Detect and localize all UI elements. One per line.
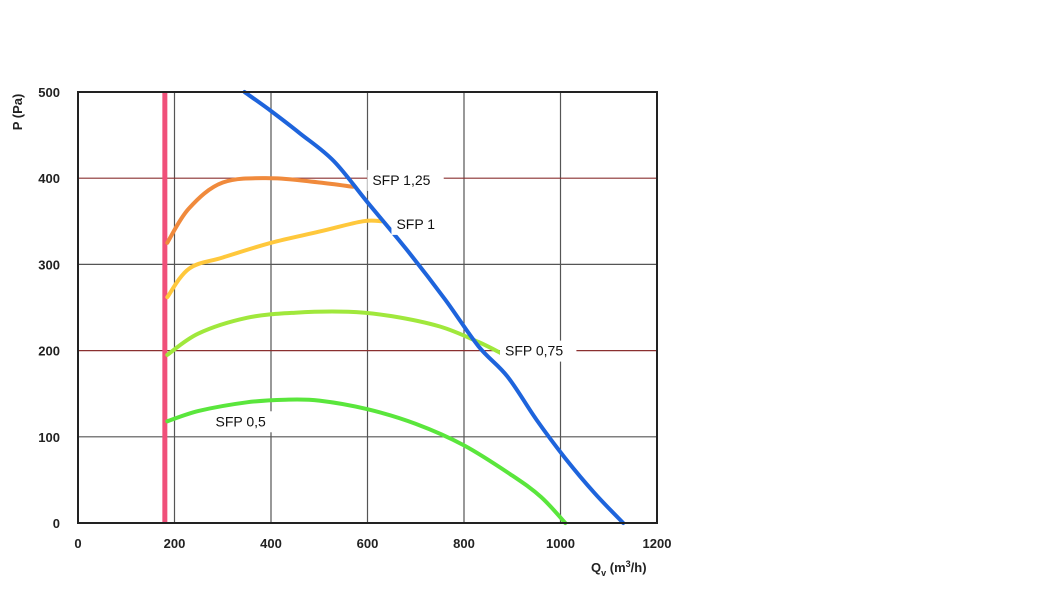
x-tick-label: 400 [260,536,282,551]
curve-labels: SFP 1,25 SFP 1 SFP 0,75 SFP 0,5 [216,172,564,429]
y-tick-label: 300 [38,257,60,272]
x-tick-label: 800 [453,536,475,551]
series-sfp-1-line [165,218,384,300]
plot-frame [77,91,658,524]
curve-label: SFP 1,25 [372,172,430,188]
y-tick-label: 100 [38,430,60,445]
x-tick-label: 0 [74,536,81,551]
x-tick-label: 1200 [643,536,672,551]
curve-label-background [391,213,445,235]
x-axis-title-unit-end: /h) [631,560,647,575]
curve-label-background [210,411,280,433]
series-sfp-1-25-line [165,176,355,245]
y-tick-label: 200 [38,344,60,359]
curve-label: SFP 0,5 [216,413,267,429]
x-axis-title: Qv (m3/h) [591,559,647,578]
y-tick-label: 0 [53,516,60,531]
x-tick-label: 600 [357,536,379,551]
curve-label-background [367,169,444,191]
series-sfp-0-75-line [165,309,505,357]
plot-border [77,91,658,524]
y-tick-label: 400 [38,171,60,186]
y-axis-title: P (Pa) [10,94,25,131]
x-axis-title-subscript: v [601,568,606,578]
y-tick-label: 500 [38,85,60,100]
series-system-curve-line [242,90,626,525]
series-sfp-0-5-line [165,397,568,525]
label-backgrounds [210,169,577,433]
tick-labels: 0 200 400 600 800 1000 1200 0 100 200 300 400 500 [38,85,671,551]
performance-curves [165,90,626,525]
x-tick-label: 1000 [546,536,575,551]
x-axis-title-main: Q [591,560,601,575]
curve-label: SFP 1 [396,216,435,232]
x-tick-label: 200 [164,536,186,551]
x-axis-title-superscript: 3 [626,559,631,569]
curve-label: SFP 0,75 [505,343,563,359]
x-axis-title-unit-start: (m [606,560,626,575]
curve-label-background [500,340,577,362]
